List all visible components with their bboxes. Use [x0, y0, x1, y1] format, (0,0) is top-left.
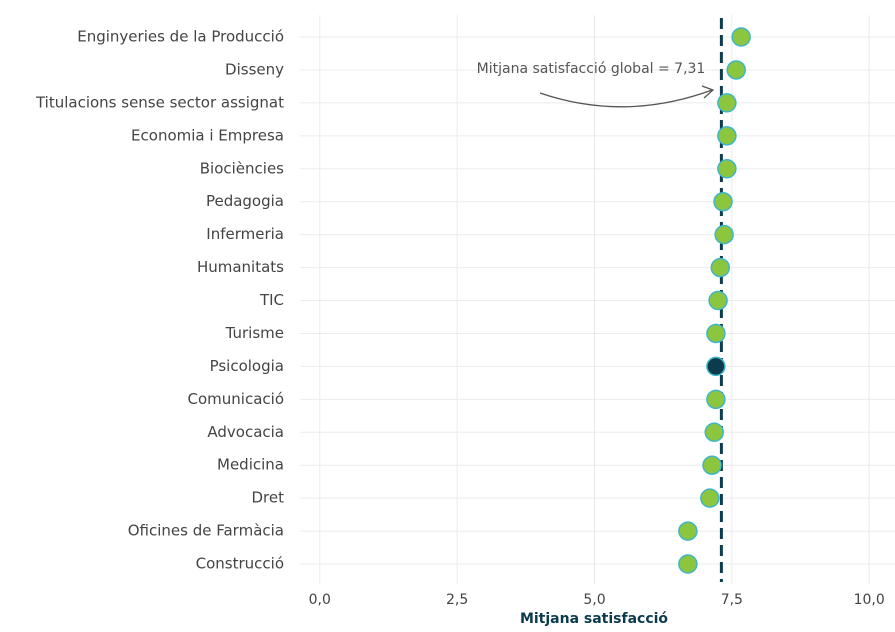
annotation-arrow [539, 89, 713, 108]
dot [731, 27, 751, 47]
dot [706, 389, 726, 410]
dot [710, 257, 731, 278]
y-tick-label: Biociències [200, 159, 284, 177]
dot [717, 159, 737, 179]
y-tick-label: Pedagogia [206, 192, 284, 210]
y-tick-label: Enginyeries de la Producció [77, 28, 284, 46]
dot [706, 356, 726, 377]
dot [702, 455, 722, 475]
y-tick-label: Turisme [225, 324, 284, 342]
dot [704, 422, 724, 443]
y-tick-label: Humanitats [197, 258, 284, 276]
arrow-head [701, 85, 715, 99]
x-tick-label: 2,5 [446, 592, 468, 608]
x-tick-label: 10,0 [854, 592, 885, 608]
y-tick-label: Construcció [196, 555, 284, 573]
x-tick-label: 7,5 [721, 592, 743, 608]
y-tick-label: Disseny [225, 60, 284, 78]
dot [700, 488, 720, 508]
dot [717, 126, 737, 146]
y-tick-label: TIC [259, 291, 284, 309]
dot [678, 521, 698, 541]
dot [706, 323, 726, 344]
y-tick-label: Comunicació [188, 390, 284, 408]
dot [726, 60, 746, 80]
y-tick-label: Psicologia [210, 357, 284, 375]
y-tick-label: Advocacia [207, 423, 284, 441]
x-axis-title: Mitjana satisfacció [520, 611, 668, 627]
dot [714, 224, 734, 245]
y-tick-label: Economia i Empresa [131, 126, 284, 144]
dot [708, 290, 728, 311]
y-tick-label: Dret [252, 489, 285, 507]
dot [678, 554, 698, 574]
y-tick-label: Infermeria [206, 225, 284, 243]
dot [717, 93, 737, 113]
x-tick-label: 5,0 [583, 592, 605, 608]
dot [713, 191, 733, 212]
annotation: Mitjana satisfacció global = 7,31 [477, 61, 706, 77]
y-tick-label: Titulacions sense sector assignat [35, 93, 284, 111]
y-tick-label: Oficines de Farmàcia [128, 522, 284, 540]
y-tick-label: Medicina [217, 456, 284, 474]
x-tick-label: 0,0 [309, 592, 331, 608]
